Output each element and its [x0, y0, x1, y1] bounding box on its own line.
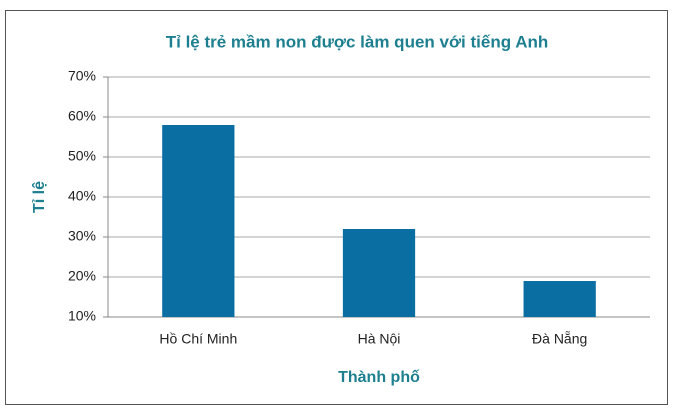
bar	[162, 125, 235, 317]
x-tick-label: Đà Nẵng	[532, 331, 587, 347]
y-tick-label: 20%	[68, 268, 96, 284]
y-axis-title: Tỉ lệ	[31, 181, 48, 213]
y-tick-label: 10%	[68, 308, 96, 324]
x-tick-label: Hà Nội	[358, 331, 401, 347]
x-tick-label: Hồ Chí Minh	[159, 331, 237, 347]
y-tick-label: 70%	[68, 68, 96, 84]
x-axis-title: Thành phố	[338, 369, 420, 386]
y-tick-label: 50%	[68, 148, 96, 164]
chart-border	[5, 10, 668, 405]
y-tick-label: 40%	[68, 188, 96, 204]
y-tick-label: 60%	[68, 108, 96, 124]
bar	[342, 229, 416, 317]
chart-title: Tỉ lệ trẻ mầm non được làm quen với tiến…	[166, 32, 549, 51]
bar	[523, 281, 596, 317]
y-tick-label: 30%	[68, 228, 96, 244]
